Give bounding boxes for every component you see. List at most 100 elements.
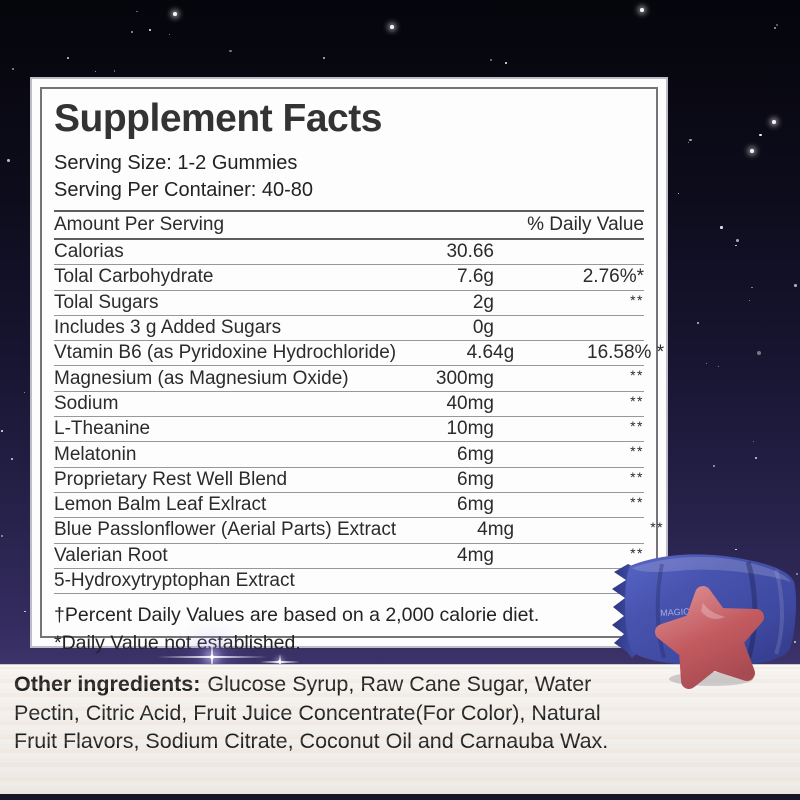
ingredient-name: Vtamin B6 (as Pyridoxine Hydrochloride) [54, 342, 397, 364]
star-dot [776, 24, 778, 26]
ingredient-name: Proprietary Rest Well Blend [54, 468, 288, 490]
other-ingredients-label: Other ingredients: [14, 672, 201, 696]
star-dot [757, 351, 761, 355]
facts-row: Sodium 40mg ** [54, 392, 644, 418]
ingredient-name: Calorias [54, 241, 124, 263]
star-dot [795, 573, 798, 575]
facts-row: 5-Hydroxytryptophan Extract [54, 569, 644, 595]
ingredient-daily-value: 16.58% * [587, 342, 665, 364]
star-dot [504, 62, 507, 64]
image-bottom-edge [0, 794, 800, 800]
facts-row: Tolal Carbohydrate 7.6g 2.76%* [54, 265, 644, 291]
star-dot [759, 133, 762, 137]
star-dot [748, 299, 750, 302]
ingredient-name: L-Theanine [54, 418, 151, 440]
star-dot [705, 362, 708, 365]
star-dot [67, 57, 69, 59]
other-ingredients-line2: Pectin, Citric Acid, Fruit Juice Concent… [14, 700, 601, 725]
star-dot [689, 139, 692, 142]
star-dot [0, 534, 3, 537]
supplement-facts-panel: Supplement Facts Serving Size: 1-2 Gummi… [30, 77, 668, 654]
wrapper-highlight [632, 557, 791, 582]
ingredient-name: 5-Hydroxytryptophan Extract [54, 570, 295, 591]
serving-size-text: Serving Size: 1-2 Gummies [54, 152, 298, 174]
panel-title: Supplement Facts [54, 97, 382, 140]
ingredient-amount: 4mg [457, 544, 494, 566]
gummy-highlight [701, 603, 725, 619]
bright-star-dot [750, 149, 754, 153]
sparkle-star-icon [210, 655, 214, 659]
ingredient-name: Sodium [54, 392, 119, 414]
ingredient-name: Blue Passlonflower (Aerial Parts) Extrac… [54, 519, 397, 541]
serving-per-container-text: Serving Per Container: 40-80 [54, 178, 314, 201]
star-dot [751, 286, 753, 289]
facts-row: Lemon Balm Leaf Exlract 6mg ** [54, 493, 644, 519]
star-dot [794, 284, 797, 287]
star-dot [490, 59, 492, 61]
facts-row: Blue Passlonflower (Aerial Parts) Extrac… [54, 518, 663, 544]
ingredient-amount: 30.66 [446, 241, 494, 263]
ingredient-daily-value: ** [630, 493, 644, 510]
star-dot [113, 69, 116, 72]
table-header-row: Amount Per Serving % Daily Value [54, 210, 644, 240]
ingredient-name: Valerian Root [54, 544, 168, 566]
ingredient-amount: 40mg [446, 392, 494, 414]
star-dot [755, 457, 757, 459]
star-dot [169, 34, 171, 36]
column-header-amount-per-serving: Amount Per Serving [54, 214, 225, 235]
ingredient-daily-value: ** [650, 519, 665, 536]
star-dot [94, 70, 97, 73]
ingredient-daily-value: 2.76%* [582, 266, 644, 288]
facts-row: L-Theanine 10mg ** [54, 417, 644, 443]
star-dot [735, 548, 737, 551]
star-dot [136, 10, 138, 13]
footnote-daily-value-not-established: *Daily Value not established. [54, 632, 301, 655]
ingredient-daily-value: ** [630, 544, 644, 561]
bright-star-dot [772, 120, 776, 124]
facts-row: Magnesium (as Magnesium Oxide) 300mg ** [54, 366, 644, 392]
star-dot [735, 244, 737, 246]
ingredient-amount: 300mg [435, 367, 494, 389]
ingredient-name: Lemon Balm Leaf Exlract [54, 494, 267, 516]
other-ingredients-line1: Other ingredients: Glucose Syrup, Raw Can… [14, 672, 592, 696]
star-dot [793, 640, 796, 643]
facts-row: Tolal Sugars 2g ** [54, 291, 644, 316]
star-dot [7, 159, 11, 163]
facts-row: Valerian Root 4mg ** [54, 544, 644, 569]
facts-row: Calorias 30.66 [54, 240, 644, 266]
ingredient-amount: 4.64g [466, 342, 515, 364]
facts-row: Includes 3 g Added Sugars 0g [54, 316, 644, 342]
ingredient-daily-value: ** [630, 291, 644, 308]
ingredient-name: Includes 3 g Added Sugars [54, 317, 282, 339]
ingredient-amount: 6mg [457, 468, 494, 490]
column-header-daily-value: % Daily Value [527, 214, 644, 235]
other-ingredients-text: Other ingredients: Glucose Syrup, Raw Can… [0, 665, 800, 756]
sparkle-star-small-icon [278, 660, 281, 663]
star-dot [10, 458, 13, 460]
supplement-facts-border: Supplement Facts Serving Size: 1-2 Gummi… [40, 87, 664, 654]
ingredient-amount: 2g [472, 291, 494, 313]
bright-star-dot [640, 8, 644, 12]
star-dot [677, 192, 680, 194]
ingredient-daily-value: ** [630, 468, 644, 485]
ingredient-amount: 6mg [457, 443, 494, 465]
bright-star-dot [390, 25, 394, 29]
ingredient-amount: 0g [472, 317, 494, 339]
star-dot [713, 465, 715, 467]
ingredient-name: Magnesium (as Magnesium Oxide) [54, 367, 349, 389]
star-dot [718, 365, 720, 367]
ingredient-name: Tolal Carbohydrate [54, 266, 214, 288]
other-ingredients-line3: Fruit Flavors, Sodium Citrate, Coconut O… [14, 729, 609, 753]
ingredient-name: Tolal Sugars [54, 291, 159, 313]
ingredient-daily-value: ** [630, 392, 644, 409]
ingredient-amount: 7.6g [457, 266, 494, 288]
star-dot [696, 322, 699, 324]
star-dot [11, 68, 14, 71]
ingredient-amount: 10mg [446, 418, 494, 440]
ingredient-daily-value: ** [630, 367, 644, 384]
star-dot [323, 56, 326, 59]
footnote-percent-daily-values: †Percent Daily Values are based on a 2,0… [54, 604, 540, 627]
footnotes: †Percent Daily Values are based on a 2,0… [54, 594, 644, 657]
facts-row: Melatonin 6mg ** [54, 442, 644, 468]
